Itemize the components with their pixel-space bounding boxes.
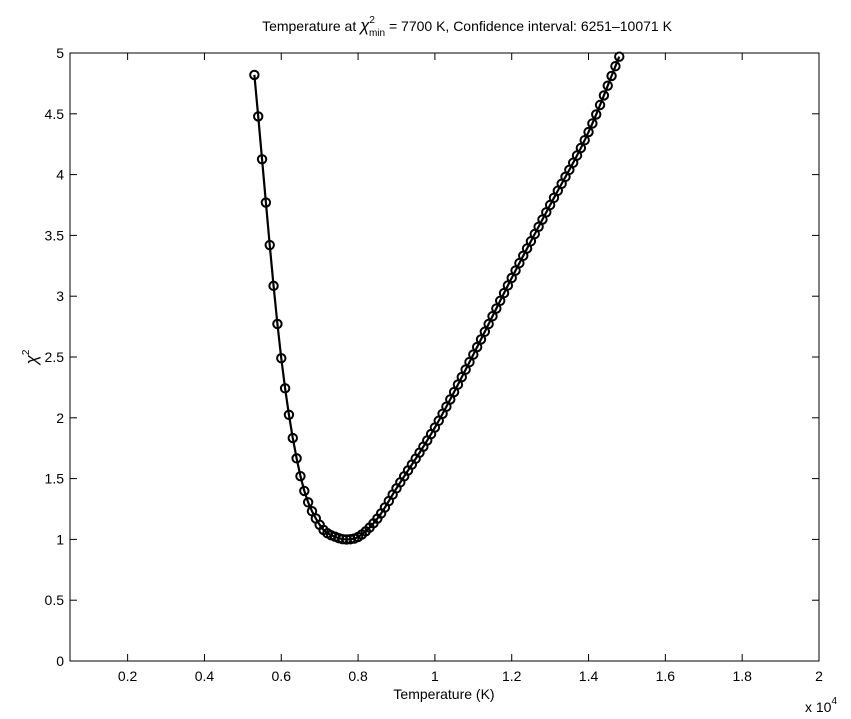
data-point [594,99,606,111]
data-point [291,453,302,464]
data-point [491,303,502,314]
y-tick-label: 1.5 [45,471,65,487]
y-tick-label: 5 [56,45,64,61]
y-label-superscript: 2 [21,349,32,355]
data-point [479,326,491,337]
data-point [283,409,295,420]
x-tick-label: 1 [431,668,439,684]
axis-ticks [70,52,820,662]
y-tick-label: 4.5 [45,106,65,122]
data-point [249,69,260,81]
data-point [260,197,272,208]
y-axis-label: χ2 [21,349,41,366]
data-point [264,239,275,251]
data-point [591,109,602,120]
data-point [587,118,598,129]
x-tick-label: 1.6 [656,668,676,684]
y-tick-label: 2.5 [45,349,65,365]
data-point [253,111,264,122]
x-tick-label: 1.8 [732,668,752,684]
data-point [610,60,621,72]
data-point [295,470,306,482]
y-tick-label: 0 [56,653,64,669]
x-tick-label: 0.2 [118,668,138,684]
data-point [268,280,279,292]
y-tick-label: 1 [56,531,64,547]
data-point [287,432,298,444]
data-point [256,154,268,165]
title-superscript: 2 [369,15,375,26]
title-subscript: min [369,28,385,39]
x-multiplier-exponent: 4 [831,696,837,707]
data-point [614,51,625,62]
x-axis-label: Temperature (K) [393,686,494,702]
x-tick-label: 1.4 [579,668,599,684]
data-point [606,70,617,82]
x-tick-label: 1.2 [502,668,522,684]
data-point [272,318,283,330]
y-tick-label: 0.5 [45,592,65,608]
data-point [602,80,613,91]
chart-title: Temperature at χ2 min = 7700 K, Confidenc… [262,15,673,39]
data-point [276,353,287,364]
data-point [483,318,494,330]
y-label-chi-symbol: χ [22,354,41,366]
data-point [575,142,587,154]
x-tick-label: 0.4 [195,668,215,684]
data-point [583,126,594,138]
data-point [299,485,310,497]
y-tick-labels: 0 0.5 1 1.5 2 2.5 3 3.5 4 4.5 5 [45,45,65,669]
chi-square-series [249,51,625,545]
y-tick-label: 4 [56,167,64,183]
title-prefix: Temperature at [262,18,360,34]
x-multiplier-text: x 10 [805,699,832,715]
x-axis-multiplier: x 104 [805,696,837,715]
data-point [598,90,610,101]
title-suffix: = 7700 K, Confidence interval: 6251–1007… [385,18,672,34]
x-tick-labels: 0.2 0.4 0.6 0.8 1 1.2 1.4 1.6 1.8 2 [118,668,823,684]
data-point [487,311,498,322]
plot-area [69,52,820,662]
data-point [302,497,314,508]
data-point [279,383,291,394]
x-tick-label: 0.6 [272,668,292,684]
y-tick-label: 3.5 [45,227,65,243]
x-tick-label: 2 [815,668,823,684]
data-point [579,135,590,146]
title-chi-symbol: χ [358,16,370,35]
x-tick-label: 0.8 [348,668,368,684]
y-tick-label: 3 [56,288,64,304]
y-tick-label: 2 [56,410,64,426]
